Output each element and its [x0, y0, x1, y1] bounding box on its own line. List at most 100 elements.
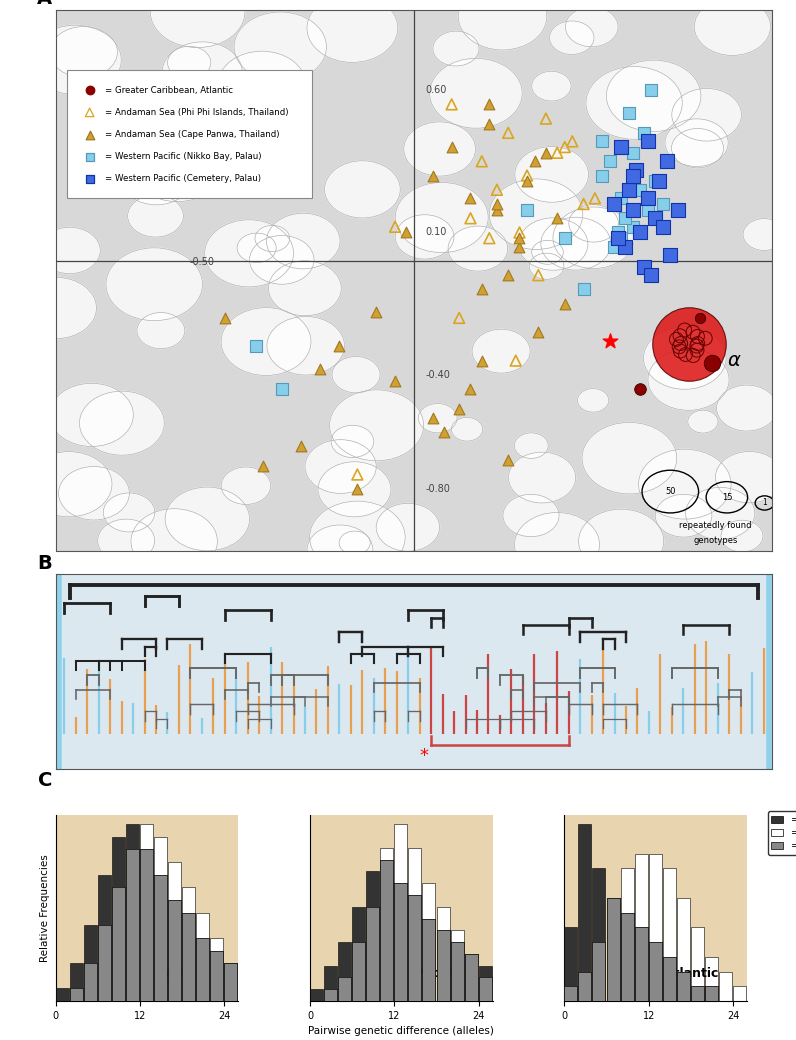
- Circle shape: [672, 129, 724, 167]
- Point: [464, 190, 477, 207]
- Bar: [380, 848, 393, 1002]
- Text: = Andaman Sea (Cape Panwa, Thailand): = Andaman Sea (Cape Panwa, Thailand): [105, 130, 279, 139]
- Point: [615, 230, 628, 246]
- Circle shape: [586, 67, 682, 139]
- Point: [577, 281, 590, 297]
- Bar: [394, 883, 408, 1002]
- Circle shape: [514, 513, 599, 576]
- Circle shape: [307, 0, 398, 62]
- Bar: [634, 928, 648, 1002]
- Bar: [691, 928, 704, 1002]
- Bar: [168, 900, 181, 1002]
- Point: [490, 202, 503, 218]
- Circle shape: [529, 253, 564, 280]
- Point: [664, 246, 677, 263]
- Text: 15: 15: [722, 493, 732, 501]
- Text: repeatedly found: repeatedly found: [679, 521, 751, 530]
- Bar: [239, 976, 252, 1002]
- Circle shape: [569, 205, 618, 242]
- Bar: [478, 978, 492, 1002]
- Circle shape: [29, 25, 121, 95]
- Bar: [126, 825, 139, 1002]
- Bar: [451, 931, 463, 1002]
- Point: [611, 230, 624, 246]
- Bar: [592, 942, 606, 1002]
- Bar: [436, 931, 450, 1002]
- Circle shape: [49, 384, 133, 446]
- Bar: [70, 988, 83, 1002]
- Bar: [366, 907, 379, 1002]
- Circle shape: [330, 390, 423, 461]
- Circle shape: [743, 218, 785, 251]
- Bar: [140, 850, 153, 1002]
- Bar: [408, 848, 421, 1002]
- Point: [351, 480, 364, 497]
- Bar: [126, 850, 139, 1002]
- Point: [615, 190, 628, 207]
- Bar: [182, 913, 195, 1002]
- Point: [388, 372, 401, 389]
- Bar: [436, 907, 450, 1002]
- Bar: [210, 951, 224, 1002]
- Point: [513, 230, 526, 246]
- Bar: [733, 986, 746, 1002]
- Point: [483, 116, 496, 133]
- Circle shape: [221, 308, 311, 375]
- Bar: [621, 913, 634, 1002]
- Bar: [324, 989, 337, 1002]
- Point: [388, 218, 401, 235]
- Circle shape: [267, 213, 340, 268]
- Point: [622, 105, 635, 122]
- Circle shape: [249, 235, 314, 284]
- Bar: [451, 942, 463, 1002]
- Bar: [182, 913, 195, 1002]
- Circle shape: [685, 488, 755, 540]
- Point: [501, 452, 514, 469]
- Bar: [239, 976, 252, 1002]
- Text: Atlantic: Atlantic: [665, 967, 720, 980]
- Circle shape: [80, 391, 164, 456]
- Point: [483, 230, 496, 246]
- Bar: [352, 907, 365, 1002]
- Circle shape: [106, 248, 202, 320]
- Point: [638, 258, 650, 275]
- Circle shape: [578, 389, 609, 412]
- Circle shape: [103, 493, 154, 531]
- Point: [464, 381, 477, 397]
- Circle shape: [579, 510, 664, 573]
- Point: [551, 145, 564, 161]
- Circle shape: [98, 519, 154, 563]
- Bar: [677, 898, 690, 1002]
- Circle shape: [268, 261, 341, 316]
- Text: = Greater Caribbean, Atlantic: = Greater Caribbean, Atlantic: [105, 85, 232, 95]
- Bar: [663, 957, 676, 1002]
- Bar: [154, 875, 167, 1002]
- Point: [603, 153, 616, 170]
- Circle shape: [205, 219, 294, 287]
- Bar: [634, 854, 648, 1002]
- Point: [351, 466, 364, 483]
- Bar: [84, 963, 97, 1002]
- Point: [558, 138, 571, 155]
- Point: [532, 323, 544, 340]
- Circle shape: [472, 330, 530, 373]
- Bar: [705, 986, 718, 1002]
- Point: [596, 167, 609, 184]
- Circle shape: [458, 0, 547, 50]
- Circle shape: [237, 233, 276, 263]
- Point: [626, 145, 639, 161]
- Bar: [465, 954, 478, 1002]
- Text: = Western Pacific (Cemetery, Palau): = Western Pacific (Cemetery, Palau): [105, 175, 261, 183]
- Point: [513, 225, 526, 241]
- Text: B: B: [37, 554, 53, 573]
- Point: [674, 343, 687, 360]
- Point: [445, 138, 458, 155]
- Point: [551, 210, 564, 227]
- Point: [657, 218, 669, 235]
- Point: [705, 355, 718, 371]
- Circle shape: [549, 21, 594, 54]
- Circle shape: [59, 467, 130, 520]
- FancyBboxPatch shape: [67, 70, 312, 199]
- Point: [475, 153, 488, 170]
- Circle shape: [451, 417, 482, 441]
